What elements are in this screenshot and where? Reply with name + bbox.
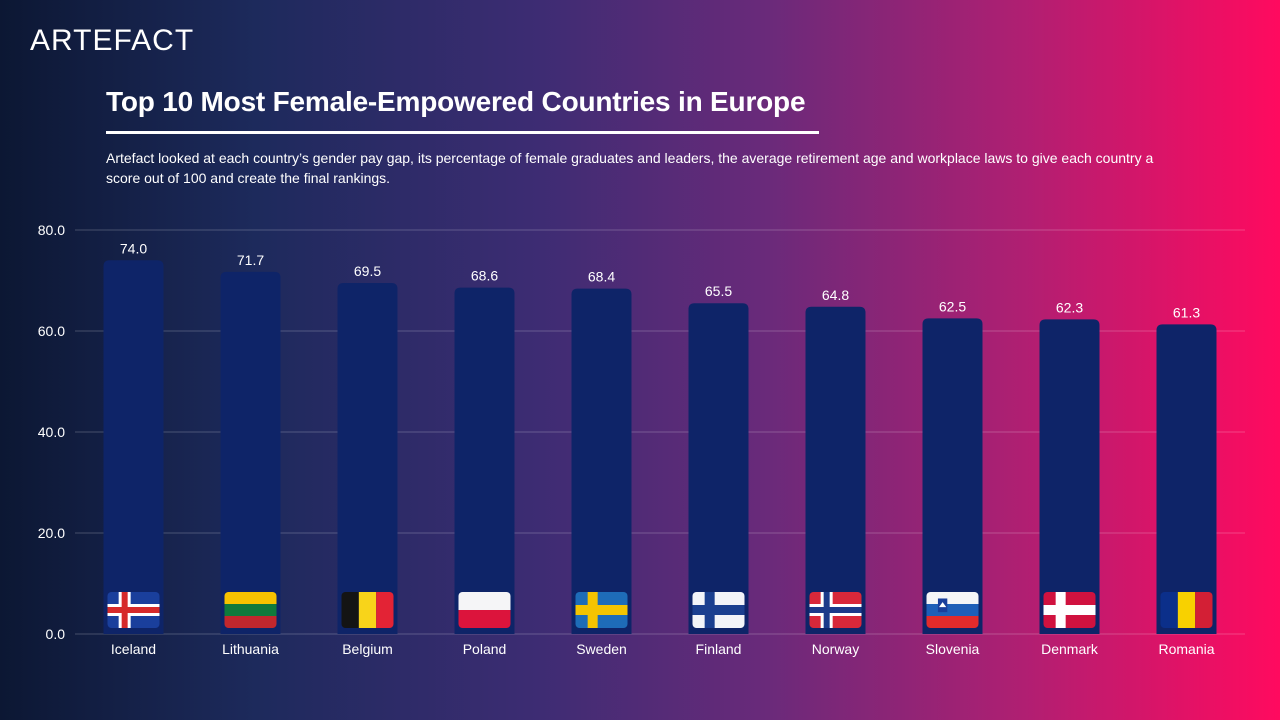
- artefact-logo: ARTEFACT: [30, 24, 195, 57]
- data-label: 69.5: [354, 263, 381, 279]
- data-label: 68.6: [471, 268, 498, 284]
- bar-lithuania: [220, 271, 281, 634]
- bar-iceland: [103, 260, 164, 634]
- poland-flag-icon: [458, 592, 511, 628]
- data-label: 74.0: [120, 240, 147, 256]
- denmark-flag-icon: [1043, 592, 1096, 628]
- x-tick-label: Norway: [812, 641, 859, 657]
- data-label: 68.4: [588, 269, 615, 285]
- norway-flag-icon: [809, 592, 862, 628]
- data-label: 62.5: [939, 298, 966, 314]
- bar-romania: [1156, 324, 1217, 634]
- bar-norway: [805, 306, 866, 634]
- data-label: 61.3: [1173, 304, 1200, 320]
- data-label: 65.5: [705, 283, 732, 299]
- title-underline: [106, 131, 819, 134]
- data-label: 62.3: [1056, 299, 1083, 315]
- bar-sweden: [571, 288, 632, 634]
- slovenia-flag-icon: [926, 592, 979, 628]
- bar-belgium: [337, 283, 398, 634]
- bar-denmark: [1039, 319, 1100, 634]
- y-tick-label: 80.0: [38, 222, 65, 238]
- x-tick-label: Iceland: [111, 641, 156, 657]
- lithuania-flag-icon: [224, 592, 277, 628]
- iceland-flag-icon: [107, 592, 160, 628]
- chart-description: Artefact looked at each country’s gender…: [106, 150, 1154, 186]
- x-tick-label: Poland: [463, 641, 507, 657]
- y-tick-label: 40.0: [38, 424, 65, 440]
- x-tick-label: Romania: [1158, 641, 1214, 657]
- data-label: 71.7: [237, 252, 264, 268]
- belgium-flag-icon: [341, 592, 394, 628]
- x-tick-label: Belgium: [342, 641, 393, 657]
- finland-flag-icon: [692, 592, 745, 628]
- data-label: 64.8: [822, 287, 849, 303]
- x-tick-label: Finland: [696, 641, 742, 657]
- y-tick-label: 20.0: [38, 525, 65, 541]
- bar-finland: [688, 303, 749, 634]
- x-tick-label: Sweden: [576, 641, 627, 657]
- romania-flag-icon: [1160, 592, 1213, 628]
- sweden-flag-icon: [575, 592, 628, 628]
- y-tick-label: 0.0: [46, 626, 66, 642]
- x-tick-label: Slovenia: [926, 641, 980, 657]
- bar-poland: [454, 287, 515, 634]
- page-title: Top 10 Most Female-Empowered Countries i…: [106, 86, 806, 117]
- x-tick-label: Lithuania: [222, 641, 279, 657]
- x-tick-label: Denmark: [1041, 641, 1099, 657]
- bar-slovenia: [922, 318, 983, 634]
- y-tick-label: 60.0: [38, 323, 65, 339]
